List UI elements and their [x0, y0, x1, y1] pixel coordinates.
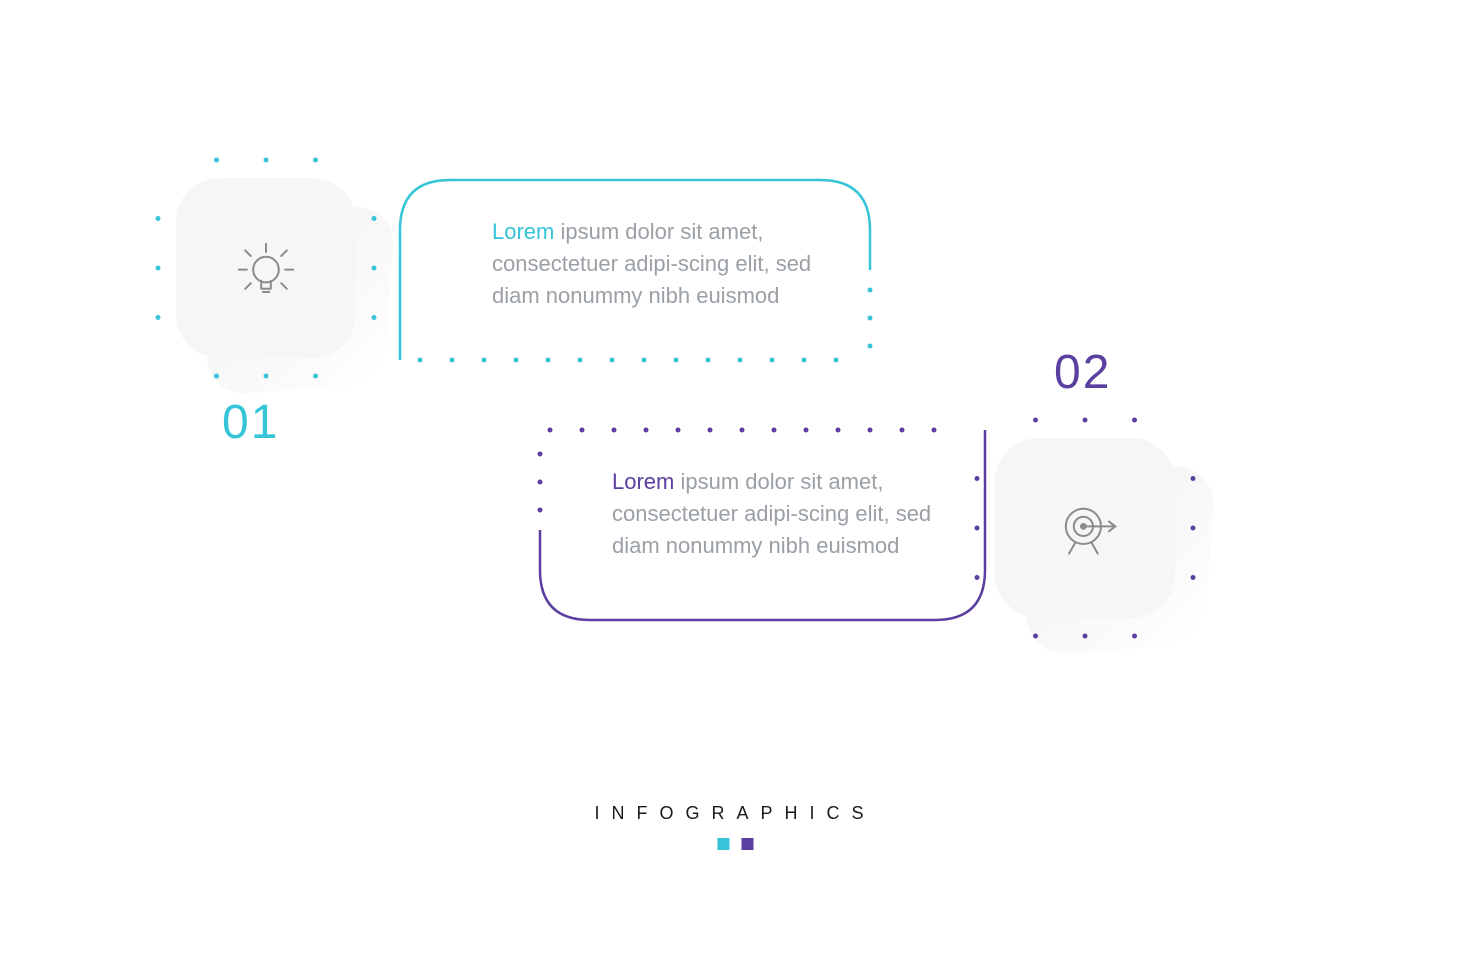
step-number: 02: [1054, 345, 1111, 400]
legend-square: [717, 838, 729, 850]
target-icon: [1045, 488, 1125, 568]
lightbulb-icon: [226, 228, 306, 308]
step-description: Lorem ipsum dolor sit amet, consectetuer…: [612, 466, 942, 562]
step-number: 01: [222, 395, 279, 450]
infographic-canvas: 01 02 Lorem ipsum dolor sit amet, consec…: [0, 0, 1470, 980]
step-description-lead: Lorem: [612, 469, 674, 494]
step-description: Lorem ipsum dolor sit amet, consectetuer…: [492, 216, 822, 312]
footer: INFOGRAPHICS: [594, 803, 875, 850]
step-icon-badge: [176, 178, 356, 358]
step-description-lead: Lorem: [492, 219, 554, 244]
footer-title: INFOGRAPHICS: [594, 803, 875, 824]
step-icon-badge: [995, 438, 1175, 618]
legend-square: [741, 838, 753, 850]
footer-legend: [594, 838, 875, 850]
